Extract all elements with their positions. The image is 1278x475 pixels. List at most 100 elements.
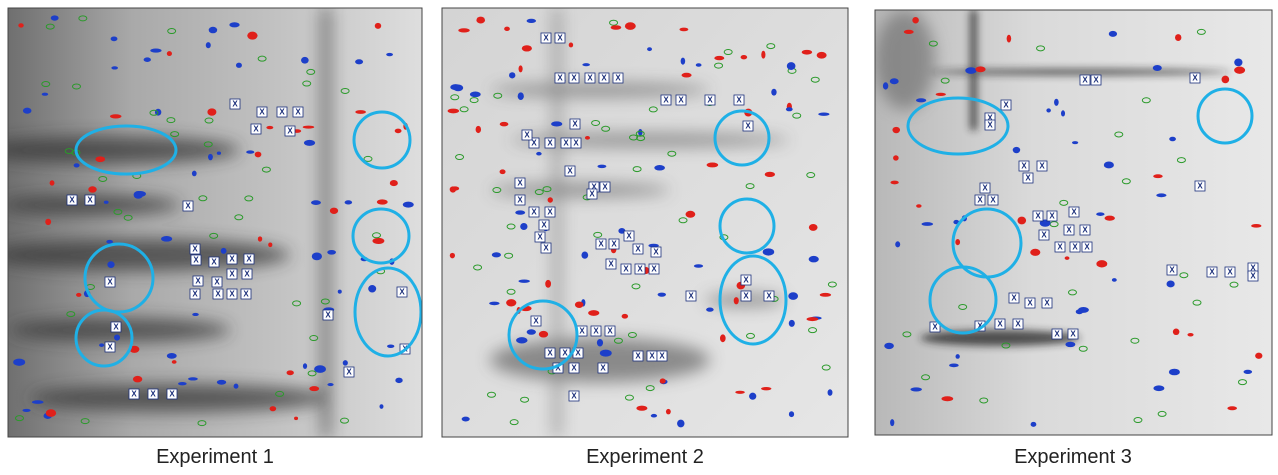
spot: [765, 172, 775, 177]
spot-marker: X: [1250, 272, 1256, 281]
spot: [209, 27, 218, 34]
spot-marker: X: [587, 74, 593, 83]
spot-marker: X: [982, 184, 988, 193]
spot-marker: X: [192, 290, 198, 299]
spot: [192, 313, 199, 316]
spot-marker: X: [567, 167, 573, 176]
spot: [965, 67, 976, 74]
spot: [1030, 249, 1040, 256]
spot: [681, 58, 686, 65]
spot-marker: X: [1072, 243, 1078, 252]
spot: [1153, 174, 1162, 178]
spot: [144, 57, 151, 62]
caption: Experiment 1: [156, 446, 274, 468]
spot: [518, 92, 524, 100]
figure: XXXXXXXXXXXXXXXXXXXXXXXXXXXXXXXX XXXXXXX…: [0, 0, 1278, 475]
spot-marker: X: [195, 277, 201, 286]
spot: [500, 122, 509, 127]
spot: [955, 239, 960, 245]
spot: [255, 152, 262, 158]
spot: [1244, 370, 1253, 374]
spot: [516, 337, 527, 343]
spot: [890, 181, 898, 185]
spot: [375, 23, 381, 29]
spot-marker: X: [1049, 212, 1055, 221]
spot-marker: X: [601, 74, 607, 83]
spot-marker: X: [232, 100, 238, 109]
spot-marker: X: [295, 108, 301, 117]
spot: [470, 92, 481, 98]
spot: [893, 155, 899, 160]
spot: [1013, 147, 1020, 153]
spot: [301, 57, 309, 64]
spot-marker: X: [244, 270, 250, 279]
spot: [654, 165, 665, 171]
spot: [489, 302, 500, 306]
spot: [311, 200, 321, 205]
spot-marker: X: [1027, 299, 1033, 308]
spot: [1251, 224, 1261, 228]
spot: [686, 211, 696, 218]
spot: [150, 48, 161, 52]
spot: [1031, 422, 1037, 427]
spot: [820, 293, 831, 297]
spot: [50, 180, 55, 185]
spot-marker: X: [635, 352, 641, 361]
spot-marker: X: [229, 255, 235, 264]
spot: [294, 417, 298, 420]
spot: [581, 252, 588, 259]
spot-marker: X: [688, 292, 694, 301]
spot: [551, 121, 562, 126]
spot: [1173, 329, 1180, 336]
spot: [13, 359, 25, 366]
spot: [545, 280, 551, 288]
spot: [74, 163, 80, 167]
spot-marker: X: [563, 139, 569, 148]
spot: [450, 253, 455, 258]
spot-marker: X: [659, 352, 665, 361]
spot: [458, 28, 469, 32]
spot: [1234, 67, 1245, 74]
spot-marker: X: [1025, 174, 1031, 183]
spot-marker: X: [399, 288, 405, 297]
spot: [88, 186, 96, 192]
spot: [677, 420, 684, 428]
spot-marker: X: [287, 127, 293, 136]
spot: [476, 17, 485, 24]
spot-marker: X: [571, 364, 577, 373]
spot: [450, 186, 456, 192]
spot: [515, 210, 525, 214]
spot-marker: X: [107, 343, 113, 352]
spot: [1234, 59, 1242, 67]
spot-marker: X: [541, 221, 547, 230]
spot: [395, 378, 402, 383]
spot-marker: X: [246, 255, 252, 264]
spot: [1104, 161, 1114, 168]
spot-marker: X: [1084, 243, 1090, 252]
spot: [330, 208, 338, 214]
spot: [638, 129, 642, 136]
spot: [1017, 217, 1026, 225]
spot-marker: X: [113, 323, 119, 332]
spot: [42, 93, 48, 96]
spot-marker: X: [69, 196, 75, 205]
spot: [1112, 278, 1117, 282]
spot: [818, 113, 829, 116]
spot: [761, 51, 765, 59]
caption: Experiment 2: [586, 446, 704, 468]
spot: [309, 386, 319, 391]
spot-marker: X: [611, 240, 617, 249]
spot-marker: X: [653, 248, 659, 257]
spot: [268, 242, 272, 247]
spot: [99, 343, 104, 347]
spot: [735, 391, 745, 394]
spot: [625, 22, 636, 30]
spot-marker: X: [557, 74, 563, 83]
spot-marker: X: [579, 327, 585, 336]
spot: [178, 382, 187, 385]
spot: [706, 307, 713, 311]
spot: [1153, 385, 1164, 391]
spot-marker: X: [743, 292, 749, 301]
spot: [1076, 309, 1083, 314]
spot: [1065, 342, 1075, 347]
